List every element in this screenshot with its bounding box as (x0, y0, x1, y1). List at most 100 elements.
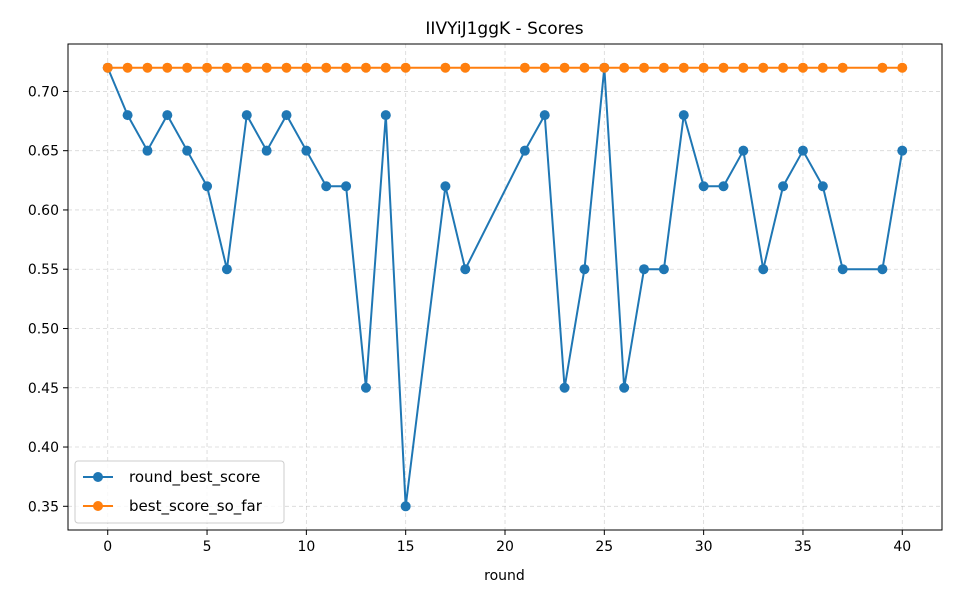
data-point-best_score_so_far (559, 62, 570, 73)
data-point-best_score_so_far (301, 62, 312, 73)
data-point-best_score_so_far (221, 62, 232, 73)
data-point-best_score_so_far (698, 62, 709, 73)
data-point-round_best_score (162, 110, 173, 121)
x-tick-label: 30 (695, 539, 713, 555)
x-axis: 0 5 10 15 20 25 30 35 40 (103, 530, 911, 555)
data-point-round_best_score (341, 181, 352, 192)
data-point-best_score_so_far (599, 62, 610, 73)
data-point-round_best_score (817, 181, 828, 192)
x-tick-label: 0 (103, 539, 112, 555)
data-point-round_best_score (758, 264, 769, 275)
data-point-round_best_score (122, 110, 133, 121)
data-point-round_best_score (241, 110, 252, 121)
data-point-best_score_so_far (877, 62, 888, 73)
y-tick-label: 0.40 (28, 440, 59, 456)
data-point-best_score_so_far (539, 62, 550, 73)
data-point-best_score_so_far (162, 62, 173, 73)
data-point-round_best_score (837, 264, 848, 275)
legend-label-best_score_so_far: best_score_so_far (129, 497, 263, 516)
y-tick-label: 0.45 (28, 381, 59, 397)
x-axis-title: round (484, 568, 525, 584)
series-points (102, 62, 908, 512)
x-tick-label: 5 (203, 539, 212, 555)
x-tick-label: 20 (496, 539, 514, 555)
data-point-best_score_so_far (519, 62, 530, 73)
data-point-round_best_score (400, 501, 411, 512)
data-point-best_score_so_far (202, 62, 213, 73)
data-point-round_best_score (797, 145, 808, 156)
y-tick-label: 0.35 (28, 499, 59, 515)
data-point-best_score_so_far (460, 62, 471, 73)
data-point-best_score_so_far (718, 62, 729, 73)
data-point-round_best_score (718, 181, 729, 192)
data-point-round_best_score (698, 181, 709, 192)
data-point-round_best_score (321, 181, 332, 192)
data-point-round_best_score (539, 110, 550, 121)
data-point-best_score_so_far (797, 62, 808, 73)
y-axis: 0.35 0.40 0.45 0.50 0.55 0.60 0.65 0.70 (28, 84, 68, 515)
x-tick-label: 25 (595, 539, 613, 555)
data-point-round_best_score (142, 145, 153, 156)
data-point-best_score_so_far (778, 62, 789, 73)
data-point-best_score_so_far (380, 62, 391, 73)
x-tick-label: 40 (893, 539, 911, 555)
data-point-round_best_score (221, 264, 232, 275)
data-point-round_best_score (202, 181, 213, 192)
legend: round_best_score best_score_so_far (74, 460, 285, 524)
data-point-best_score_so_far (579, 62, 590, 73)
data-point-best_score_so_far (321, 62, 332, 73)
data-point-round_best_score (380, 110, 391, 121)
legend-label-round_best_score: round_best_score (129, 468, 260, 487)
legend-marker-round_best_score (93, 472, 103, 482)
data-point-best_score_so_far (241, 62, 252, 73)
legend-box (74, 460, 285, 524)
data-point-best_score_so_far (837, 62, 848, 73)
data-point-best_score_so_far (817, 62, 828, 73)
data-point-round_best_score (678, 110, 689, 121)
data-point-best_score_so_far (142, 62, 153, 73)
data-point-round_best_score (738, 145, 749, 156)
y-tick-label: 0.55 (28, 262, 59, 278)
data-point-round_best_score (261, 145, 272, 156)
x-tick-label: 15 (397, 539, 415, 555)
data-point-round_best_score (658, 264, 669, 275)
data-point-best_score_so_far (261, 62, 272, 73)
data-point-best_score_so_far (122, 62, 133, 73)
chart-title: IIVYiJ1ggK - Scores (425, 19, 583, 39)
data-point-best_score_so_far (341, 62, 352, 73)
data-point-best_score_so_far (678, 62, 689, 73)
data-point-round_best_score (182, 145, 193, 156)
grid (68, 44, 942, 530)
data-point-round_best_score (778, 181, 789, 192)
data-point-best_score_so_far (897, 62, 908, 73)
data-point-round_best_score (519, 145, 530, 156)
data-point-round_best_score (440, 181, 451, 192)
data-point-round_best_score (559, 382, 570, 393)
data-point-best_score_so_far (440, 62, 451, 73)
data-point-best_score_so_far (360, 62, 371, 73)
data-point-round_best_score (619, 382, 630, 393)
x-tick-label: 10 (297, 539, 315, 555)
y-tick-label: 0.65 (28, 144, 59, 160)
data-point-round_best_score (639, 264, 650, 275)
data-point-round_best_score (897, 145, 908, 156)
data-point-round_best_score (281, 110, 292, 121)
data-point-round_best_score (877, 264, 888, 275)
y-tick-label: 0.50 (28, 321, 59, 337)
data-point-best_score_so_far (639, 62, 650, 73)
data-point-best_score_so_far (658, 62, 669, 73)
data-point-best_score_so_far (182, 62, 193, 73)
data-point-round_best_score (360, 382, 371, 393)
data-point-best_score_so_far (619, 62, 630, 73)
data-point-best_score_so_far (738, 62, 749, 73)
data-point-best_score_so_far (281, 62, 292, 73)
data-point-best_score_so_far (102, 62, 113, 73)
data-point-round_best_score (579, 264, 590, 275)
data-point-best_score_so_far (400, 62, 411, 73)
y-tick-label: 0.60 (28, 203, 59, 219)
y-tick-label: 0.70 (28, 84, 59, 100)
data-point-best_score_so_far (758, 62, 769, 73)
legend-marker-best_score_so_far (93, 501, 103, 511)
data-point-round_best_score (301, 145, 312, 156)
